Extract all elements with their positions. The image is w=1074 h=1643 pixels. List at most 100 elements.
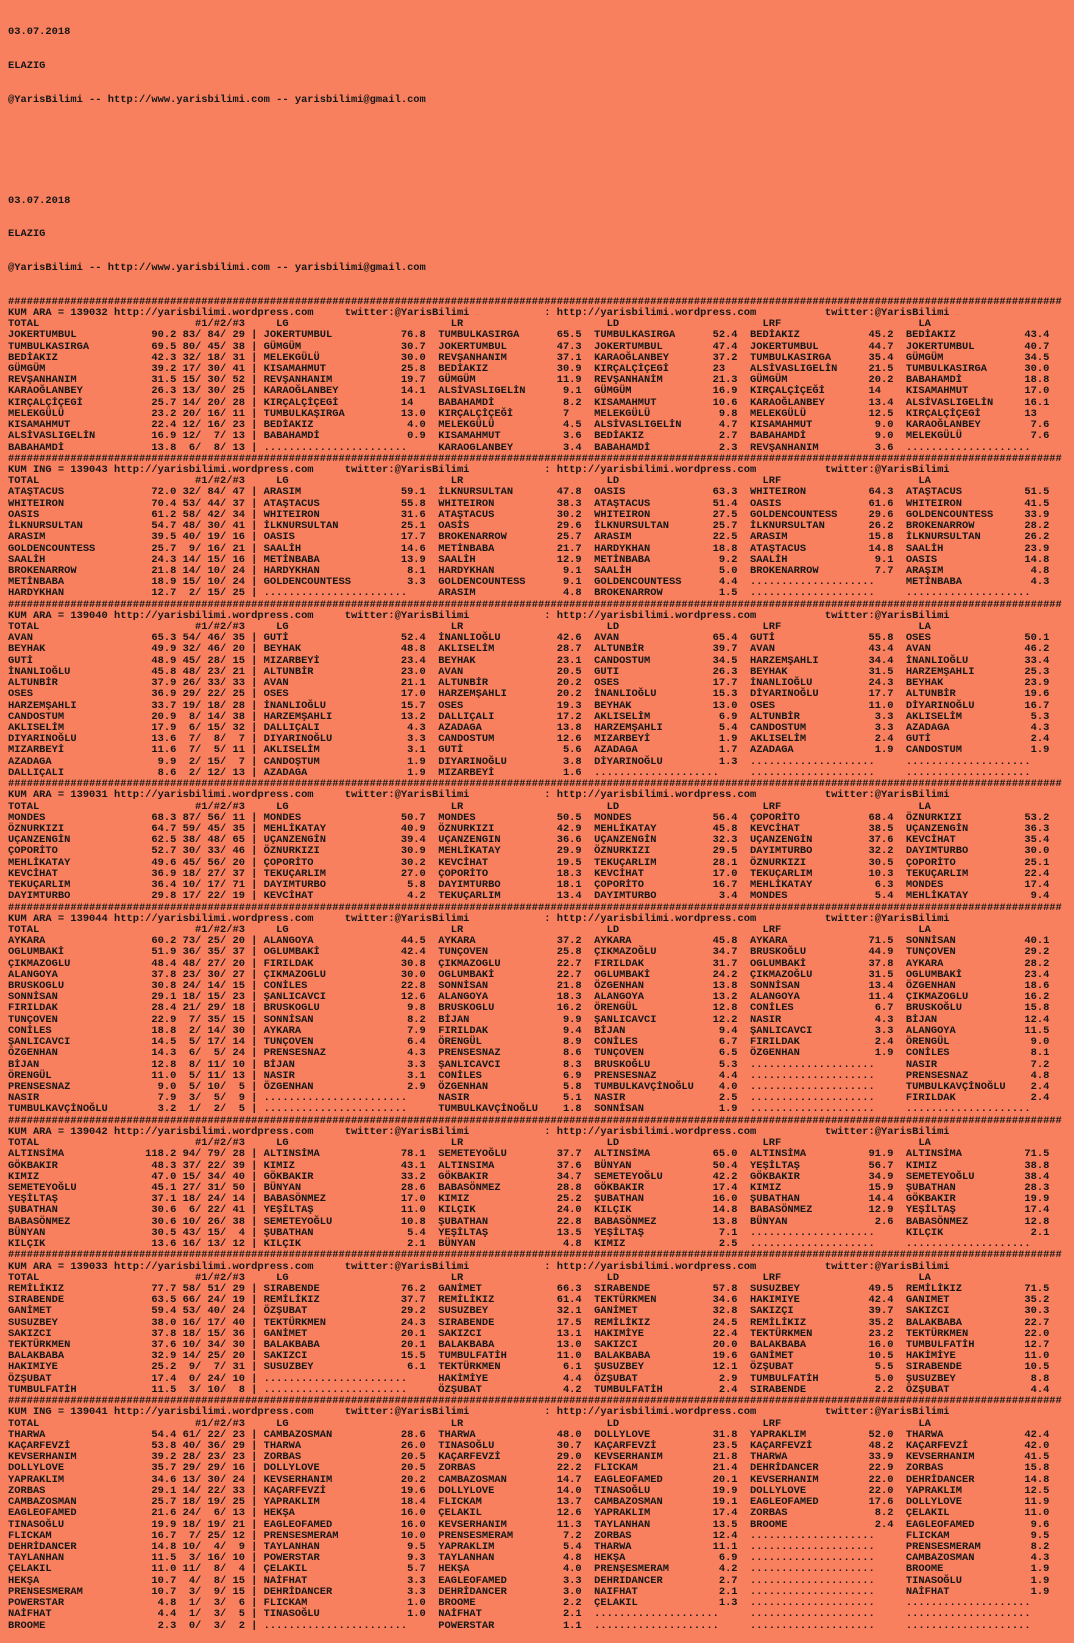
table-row: HARZEMŞAHLI 33.7 19/ 18/ 28 | İNANLIOĞLU… [8,699,1062,712]
table-row: BABASÖNMEZ 30.6 10/ 26/ 38 | SEMETEYOĞLU… [8,1215,1062,1228]
section-title-line: KUM ARA = 139033 http://yarisbilimi.word… [8,1260,950,1273]
table-row: ALTINSİMA 118.2 94/ 79/ 28 | ALTINSİMA 7… [8,1148,1062,1161]
table-row: ÇELAKIL 11.0 11/ 8/ 4 | ÇELAKIL 5.7 HEKŞ… [8,1563,1062,1576]
table-row: ÖZGENHAN 14.3 6/ 5/ 24 | PRENSESNAZ 4.3 … [8,1047,1062,1060]
table-row: MELEKGÜLÜ 23.2 20/ 16/ 11 | TUMBULKAŞIRG… [8,407,1062,420]
section-title-line: KUM ARA = 139044 http://yarisbilimi.word… [8,912,950,925]
table-row: KARAOĞLANBEY 26.3 13/ 30/ 25 | KARAOĞLAN… [8,385,1062,398]
table-row: METİNBABA 18.9 15/ 10/ 24 | GOLDENCOUNTE… [8,576,1062,589]
table-row: TUMBULFATİH 11.5 3/ 10/ 8 | ............… [8,1383,1062,1396]
table-row: BROOME 2.3 0/ 3/ 2 | ...................… [8,1619,1062,1632]
table-row: AYKARA 60.2 73/ 25/ 20 | ALANGOYA 44.5 A… [8,935,1062,948]
table-row: GOLDENCOUNTESS 25.7 9/ 16/ 21 | SAALİH 1… [8,542,1062,555]
table-row: ÖZŞUBAT 17.4 0/ 24/ 10 | ...............… [8,1372,1062,1385]
race-section-1: ########################################… [8,452,1074,600]
table-row: BRUSKOGLU 30.8 24/ 14/ 15 | CONİLES 22.8… [8,980,1062,993]
table-row: ÖZNURKIZI 64.7 59/ 45/ 35 | MEHLİKATAY 4… [8,822,1062,835]
table-row: SONNİSAN 29.1 18/ 15/ 23 | ŞANLICAVCI 12… [8,991,1062,1004]
table-row: KAÇARFEVZİ 53.8 40/ 36/ 29 | THARWA 26.0… [8,1440,1062,1452]
table-row: KISAMAHMUT 22.4 12/ 16/ 23 | BEDİAKIZ 4.… [8,419,1062,432]
section-divider: ########################################… [8,778,1062,791]
section-title-line: KUM ING = 139043 http://yarisbilimi.word… [8,463,950,476]
column-header-row: TOTAL #1/#2/#3 LG LR LD LRF LA [8,318,931,331]
table-row: TAYLANHAN 11.5 3/ 16/ 10 | POWERSTAR 9.3… [8,1552,1062,1565]
section-divider: ########################################… [8,452,1062,465]
table-row: ATAŞTACUS 72.0 32/ 84/ 47 | ARASIM 59.1 … [8,486,1062,499]
column-header-row: TOTAL #1/#2/#3 LG LR LD LRF LA [8,621,931,634]
table-row: MIZARBEYİ 11.6 7/ 5/ 11 | AKLISELİM 3.1 … [8,744,1062,757]
table-row: ALSİVASLIGELİN 16.9 12/ 7/ 13 | BABAHAMD… [8,430,1062,443]
table-row: OSES 36.9 29/ 22/ 25 | OSES 17.0 HARZEMŞ… [8,688,1062,701]
table-row: MONDES 68.3 87/ 56/ 11 | MONDES 50.7 MON… [8,811,1062,824]
section-divider: ########################################… [8,901,1062,914]
table-row: AZADAGA 9.9 2/ 15/ 7 | CANDOŞTUM 1.9 DIY… [8,755,1062,768]
table-row: BİJAN 12.8 8/ 11/ 10 | BİJAN 3.3 ŞANLICA… [8,1058,1062,1071]
race-section-4: ########################################… [8,901,1074,1116]
table-row: HARDYKHAN 12.7 2/ 15/ 25 | .............… [8,587,1062,600]
table-row: SIRABENDE 63.5 66/ 24/ 19 | REMİLİKIZ 37… [8,1294,1062,1307]
table-row: JOKERTUMBUL 90.2 83/ 84/ 29 | JOKERTUMBU… [8,329,1062,342]
column-header-row: TOTAL #1/#2/#3 LG LR LD LRF LA [8,1417,931,1430]
table-row: UÇANZENGİN 62.5 38/ 48/ 65 | UÇANZENGİN … [8,834,1062,847]
race-section-5: ########################################… [8,1114,1074,1251]
table-row: GÖKBAKIR 48.3 37/ 22/ 39 | KIMIZ 43.1 AL… [8,1159,1062,1172]
table-row: DOLLYLOVE 35.7 29/ 29/ 16 | DOLLYLOVE 20… [8,1462,1062,1475]
table-row: İLKNURSULTAN 54.7 48/ 30/ 41 | İLKNURSUL… [8,520,1062,533]
table-row: WHITEIRON 70.4 53/ 44/ 37 | ATAŞTACUS 55… [8,497,1062,510]
table-row: CANDOSTUM 20.9 8/ 14/ 38 | HARZEMŞAHLI 1… [8,710,1062,723]
race-section-0: ########################################… [8,295,1074,454]
table-row: GUTİ 48.9 45/ 28/ 15 | MIZARBEYİ 23.4 BE… [8,654,1062,667]
table-row: ALANGOYA 37.8 23/ 30/ 27 | ÇIKMAZOGLU 30… [8,968,1062,981]
table-row: YEŞİLTAŞ 37.1 18/ 24/ 14 | BABASÖNMEZ 17… [8,1193,1062,1206]
section-divider: ########################################… [8,1114,1062,1127]
table-row: SUSUZBEY 38.0 16/ 17/ 40 | TEKTÜRKMEN 24… [8,1316,1062,1329]
column-header-row: TOTAL #1/#2/#3 LG LR LD LRF LA [8,800,931,813]
table-row: TEKUÇARLIM 36.4 10/ 17/ 71 | DAYIMTURBO … [8,879,1062,892]
table-row: FIRILDAK 28.4 21/ 29/ 18 | BRUSKOGLU 9.8… [8,1002,1062,1015]
table-row: BEYHAK 49.9 32/ 46/ 20 | BEYHAK 48.8 AKL… [8,643,1062,656]
table-row: NASIR 7.9 3/ 5/ 9 | ....................… [8,1092,1062,1105]
table-row: ÇOPORİTO 52.7 30/ 33/ 46 | ÖZNURKIZI 30.… [8,845,1062,858]
race-sections: ########################################… [8,295,1074,1632]
table-row: BABAHAMDİ 13.8 6/ 8/ 13 | ..............… [8,441,1062,454]
table-row: TEKTÜRKMEN 37.6 10/ 34/ 30 | BALAKBABA 2… [8,1339,1062,1352]
section-divider: ########################################… [8,1395,1062,1408]
table-row: AKLISELİM 17.9 6/ 15/ 32 | DALLIÇALI 4.3… [8,722,1062,734]
table-row: OGLUMBAKİ 51.9 36/ 35/ 37 | OGLUMBAKİ 42… [8,946,1062,959]
table-row: PRENSESNAZ 9.0 5/ 10/ 5 | ÖZGENHAN 2.9 Ö… [8,1081,1062,1093]
table-row: KEVSERHANIM 39.2 28/ 23/ 23 | ZORBAS 20.… [8,1451,1062,1464]
table-row: THARWA 54.4 61/ 22/ 23 | CAMBAZOSMAN 28.… [8,1428,1062,1441]
race-section-2: ########################################… [8,598,1074,780]
table-row: KEVCİHAT 36.9 18/ 27/ 37 | TEKUÇARLIM 27… [8,867,1062,880]
table-row: REMİLİKIZ 77.7 58/ 51/ 29 | SIRABENDE 76… [8,1282,1062,1295]
table-row: BROKENARROW 21.8 14/ 10/ 24 | HARDYKHAN … [8,564,1062,577]
table-row: ZORBAS 29.1 14/ 22/ 33 | KAÇARFEVZİ 19.6… [8,1484,1062,1497]
table-row: SAKIZCI 37.8 18/ 15/ 36 | GANİMET 20.1 S… [8,1327,1062,1340]
table-row: GANİMET 59.4 53/ 40/ 24 | ÖZŞUBAT 29.2 S… [8,1305,1062,1318]
table-row: NAİFHAT 4.4 1/ 3/ 5 | TINASOĞLU 1.0 NAİF… [8,1608,1062,1621]
table-row: SEMETEYOĞLU 45.1 27/ 31/ 50 | BÜNYAN 28.… [8,1181,1062,1194]
section-title-line: KUM ARA = 139032 http://yarisbilimi.word… [8,306,950,319]
table-row: BÜNYAN 30.5 43/ 15/ 4 | ŞUBATHAN 5.4 YEŞ… [8,1226,1062,1239]
column-header-row: TOTAL #1/#2/#3 LG LR LD LRF LA [8,1271,931,1284]
section-title-line: KUM ING = 139041 http://yarisbilimi.word… [8,1406,950,1419]
table-row: EAGLEOFAMED 21.6 24/ 6/ 13 | HEKŞA 16.0 … [8,1507,1062,1520]
table-row: DAYIMTURBO 29.8 17/ 22/ 19 | KEVCİHAT 4.… [8,890,1062,903]
table-row: TUNÇOVEN 22.9 7/ 35/ 15 | SONNİSAN 8.2 B… [8,1013,1062,1026]
table-row: BALAKBABA 32.9 14/ 25/ 20 | SAKIZCI 15.5… [8,1350,1062,1363]
table-row: AVAN 65.3 54/ 46/ 35 | GUTİ 52.4 İNANLIO… [8,632,1062,645]
section-divider: ########################################… [8,598,1062,611]
report-date: 03.07.2018 [8,26,71,39]
table-row: KIRÇALÇİÇEGİ 25.7 14/ 20/ 28 | KIRÇALÇİÇ… [8,396,1062,409]
section-divider: ########################################… [8,295,1062,308]
table-row: HAKIMIYE 25.2 9/ 7/ 31 | SUSUZBEY 6.1 TE… [8,1361,1062,1374]
race-section-3: ########################################… [8,778,1074,903]
table-row: KILÇIK 13.6 16/ 13/ 12 | KILÇIK 2.1 BÜNY… [8,1238,1062,1251]
section-title-line: KUM ARA = 139042 http://yarisbilimi.word… [8,1125,950,1138]
table-row: GÜMGÜM 39.2 17/ 30/ 41 | KISAMAHMUT 25.8… [8,363,1062,375]
table-row: PRENSESMERAM 10.7 3/ 9/ 15 | DEHRİDANCER… [8,1585,1062,1598]
table-row: ARASIM 39.5 40/ 19/ 16 | OASIS 17.7 BROK… [8,531,1062,544]
report-city: ELAZIG [8,228,46,241]
table-row: TUMBULKAVÇİNOĞLU 3.2 1/ 2/ 5 | .........… [8,1103,1062,1116]
